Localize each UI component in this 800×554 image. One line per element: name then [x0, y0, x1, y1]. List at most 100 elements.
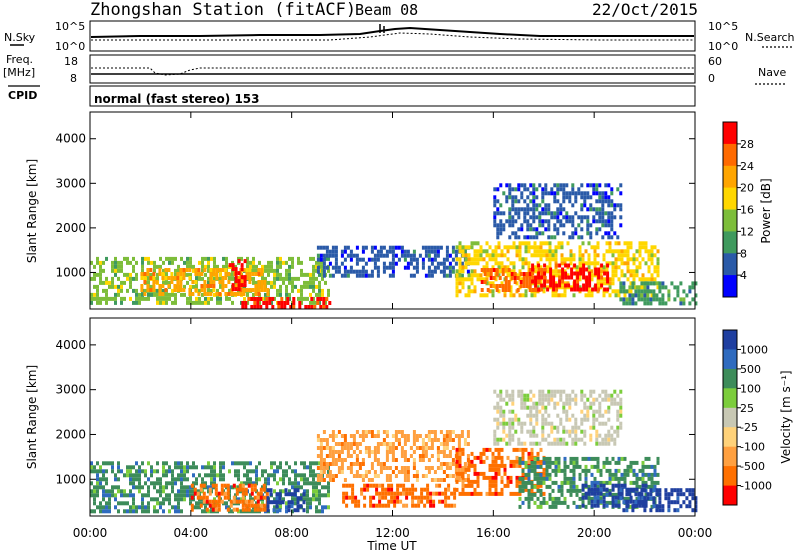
echo-cell: [387, 483, 391, 488]
echo-cell: [174, 268, 177, 273]
echo-cell: [279, 292, 282, 297]
echo-cell: [539, 464, 543, 469]
echo-cell: [617, 476, 621, 481]
echo-cell: [430, 442, 434, 446]
echo-cell: [138, 505, 141, 510]
echo-cell: [559, 441, 563, 446]
echo-cell: [479, 293, 483, 298]
echo-cell: [378, 503, 382, 508]
echo-cell: [473, 253, 477, 258]
echo-cell: [414, 487, 418, 492]
echo-cell: [319, 297, 323, 301]
echo-cell: [596, 281, 600, 286]
echo-cell: [517, 389, 521, 394]
echo-cell: [373, 474, 377, 478]
echo-cell: [625, 508, 629, 513]
echo-cell: [391, 245, 395, 250]
echo-cell: [540, 268, 544, 272]
echo-cell: [221, 284, 225, 288]
echo-cell: [527, 488, 531, 493]
echo-cell: [691, 508, 695, 513]
echo-cell: [146, 288, 150, 292]
echo-cell: [294, 469, 297, 474]
echo-cell: [162, 465, 165, 470]
echo-cell: [502, 211, 506, 216]
echo-cell: [405, 503, 409, 508]
echo-cell: [242, 268, 246, 272]
echo-cell: [433, 249, 437, 254]
echo-cell: [147, 485, 150, 490]
echo-cell: [577, 215, 581, 220]
echo-cell: [493, 433, 497, 438]
echo-cell: [496, 235, 500, 240]
echo-cell: [327, 292, 330, 297]
echo-cell: [180, 465, 183, 470]
echo-cell: [340, 261, 344, 266]
echo-cell: [500, 459, 504, 464]
echo-cell: [556, 207, 560, 212]
echo-cell: [605, 249, 609, 254]
echo-cell: [514, 235, 518, 240]
colorbar-segment: [723, 466, 737, 486]
echo-cell: [180, 477, 183, 482]
echo-cell: [641, 480, 645, 485]
echo-cell: [188, 276, 192, 280]
echo-cell: [203, 292, 207, 296]
echo-cell: [532, 195, 536, 200]
echo-cell: [575, 265, 579, 270]
echo-cell: [436, 253, 440, 258]
echo-cell: [210, 509, 213, 514]
echo-cell: [349, 442, 353, 446]
echo-cell: [262, 503, 266, 508]
echo-cell: [442, 450, 446, 454]
echo-cell: [585, 279, 589, 284]
echo-cell: [496, 409, 500, 414]
echo-cell: [604, 441, 608, 446]
echo-cell: [180, 509, 183, 514]
echo-cell: [309, 300, 312, 305]
echo-cell: [141, 493, 144, 498]
echo-cell: [494, 455, 498, 460]
echo-cell: [189, 284, 192, 289]
echo-cell: [567, 263, 571, 268]
echo-cell: [521, 257, 525, 262]
echo-cell: [553, 441, 557, 446]
echo-cell: [421, 265, 425, 270]
echo-cell: [641, 464, 645, 469]
echo-cell: [574, 425, 578, 430]
echo-cell: [114, 272, 117, 277]
echo-cell: [506, 245, 510, 250]
echo-cell: [285, 268, 288, 273]
echo-cell: [500, 447, 504, 452]
echo-cell: [580, 203, 584, 208]
echo-cell: [464, 253, 468, 258]
echo-cell: [235, 487, 239, 492]
echo-cell: [168, 280, 171, 285]
echo-cell: [515, 459, 519, 464]
echo-cell: [445, 438, 449, 442]
echo-cell: [566, 480, 570, 485]
echo-cell: [357, 499, 361, 504]
echo-cell: [192, 300, 195, 305]
echo-cell: [517, 187, 521, 192]
echo-cell: [276, 264, 279, 269]
echo-cell: [382, 265, 386, 270]
echo-cell: [226, 483, 230, 488]
echo-cell: [117, 264, 120, 269]
echo-cell: [533, 492, 537, 497]
echo-cell: [153, 481, 156, 486]
echo-cell: [352, 434, 356, 438]
echo-cell: [614, 468, 618, 473]
echo-cell: [541, 199, 545, 204]
echo-cell: [508, 429, 512, 434]
echo-cell: [629, 504, 633, 509]
echo-cell: [364, 434, 368, 438]
echo-cell: [318, 292, 321, 297]
echo-cell: [388, 450, 392, 454]
echo-cell: [568, 429, 572, 434]
echo-cell: [552, 279, 556, 284]
echo-cell: [506, 249, 510, 254]
echo-cell: [533, 468, 537, 473]
echo-cell: [473, 261, 477, 266]
echo-cell: [554, 293, 558, 298]
